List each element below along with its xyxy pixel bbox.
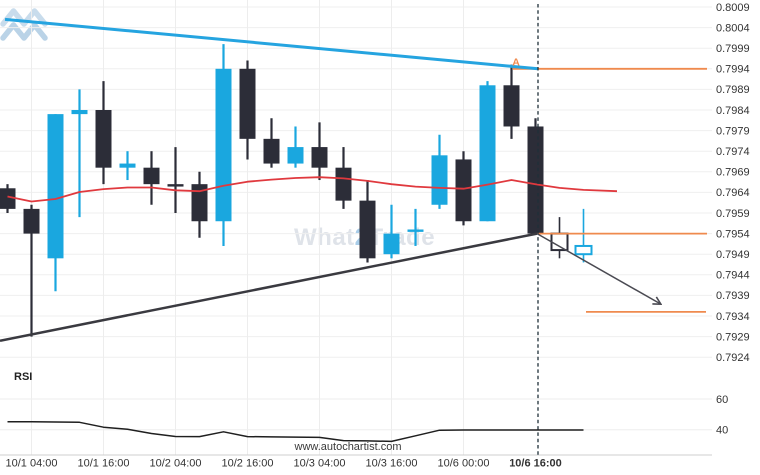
price-axis-label: 0.7999 <box>716 43 750 55</box>
candle-body <box>287 147 304 164</box>
candle-body <box>479 85 496 222</box>
price-axis-label: 0.7954 <box>716 228 750 240</box>
price-axis-label: 0.7959 <box>716 208 750 220</box>
candle-10-3-20-00 <box>407 208 424 246</box>
candle-body <box>191 184 208 222</box>
candle-10-2-20-00 <box>263 118 280 168</box>
candle-body <box>383 233 400 255</box>
candle-body <box>239 68 256 139</box>
candle-10-1-00-00 <box>0 184 16 213</box>
price-axis-label: 0.7974 <box>716 146 750 158</box>
candle-10-1-04-00 <box>23 204 40 337</box>
breakout-point-label: A <box>512 56 520 68</box>
candle-body <box>455 159 472 222</box>
candle-body <box>503 85 520 127</box>
candle-10-6-08-00 <box>479 81 496 222</box>
candle-body <box>527 126 544 234</box>
candle-10-1-08-00 <box>47 114 64 292</box>
price-axis-label: 0.7979 <box>716 125 750 137</box>
candle-10-2-08-00 <box>191 171 208 238</box>
axis-labels-layer: 0.8009 0.8004 0.7999 0.7994 0.7989 0.7984 0.79… <box>6 2 750 470</box>
candle-body <box>431 155 448 205</box>
rsi-axis-label: 40 <box>716 425 728 437</box>
price-axis-label: 0.7949 <box>716 249 750 261</box>
price-axis-label: 0.7989 <box>716 84 750 96</box>
candle-10-3-04-00 <box>311 122 328 181</box>
candle-body <box>71 110 88 115</box>
candle-body <box>23 208 40 234</box>
candle-10-2-12-00 <box>215 44 232 246</box>
candle-body <box>215 68 232 222</box>
candle-10-2-00-00 <box>143 151 160 205</box>
footer-url: www.autochartist.com <box>294 441 402 453</box>
candle-10-6-00-00 <box>431 134 448 209</box>
candle-body <box>574 244 593 256</box>
price-axis-label: 0.7969 <box>716 167 750 179</box>
candle-body <box>335 167 352 201</box>
price-axis-label: 0.8009 <box>716 2 750 14</box>
time-axis-label: 10/1 04:00 <box>6 458 58 470</box>
watermark-logo-icon <box>0 8 48 41</box>
candle-body <box>311 147 328 168</box>
candle-body <box>0 188 16 209</box>
rsi-layer <box>7 420 584 443</box>
moving-average-line <box>7 176 618 203</box>
watermark-text: Trade <box>368 224 436 251</box>
price-axis-label: 0.7984 <box>716 105 750 117</box>
time-axis-label: 10/2 16:00 <box>222 458 274 470</box>
price-axis-label: 0.7934 <box>716 311 750 323</box>
candle-10-6-16-00 <box>527 118 544 234</box>
candle-body <box>550 232 569 252</box>
candle-body <box>407 229 424 232</box>
time-axis-label: 10/3 04:00 <box>294 458 346 470</box>
candle-body <box>167 184 184 187</box>
candle-body <box>119 163 136 168</box>
candle-body <box>95 110 112 168</box>
candle-body <box>359 200 376 259</box>
watermark-text: What <box>294 224 355 251</box>
support-trendline <box>0 232 538 342</box>
candle-10-3-16-00 <box>383 204 400 259</box>
candle-10-2-16-00 <box>239 60 256 160</box>
time-axis-label: 10/2 04:00 <box>150 458 202 470</box>
time-axis-label: 10/1 16:00 <box>78 458 130 470</box>
candle-10-3-00-00 <box>287 126 304 168</box>
candle-10-1-20-00 <box>119 151 136 181</box>
price-axis-label: 0.8004 <box>716 22 750 34</box>
candle-body <box>47 114 64 259</box>
forecast-candle-10-6-20-00 <box>550 217 569 259</box>
forecast-arrow <box>536 232 660 304</box>
price-axis-label: 0.7929 <box>716 331 750 343</box>
price-axis-label: 0.7944 <box>716 270 750 282</box>
moving-average-layer <box>7 176 618 203</box>
price-axis-label: 0.7924 <box>716 352 750 364</box>
candle-10-1-16-00 <box>95 81 112 185</box>
candle-10-6-12-00 <box>503 64 520 139</box>
candle-10-2-04-00 <box>167 147 184 213</box>
price-axis-label: 0.7994 <box>716 64 750 76</box>
time-axis-label: 10/3 16:00 <box>366 458 418 470</box>
forecast-candle-10-7-00-00 <box>574 208 593 263</box>
rsi-panel-label: RSI <box>14 371 33 383</box>
time-axis-label: 10/6 00:00 <box>438 458 490 470</box>
candle-body <box>143 167 160 185</box>
candle-10-1-12-00 <box>71 89 88 218</box>
candle-body <box>263 138 280 164</box>
rsi-axis-label: 60 <box>716 394 728 406</box>
pattern-overlays-layer: A <box>0 4 707 455</box>
price-axis-label: 0.7964 <box>716 187 750 199</box>
price-axis-label: 0.7939 <box>716 290 750 302</box>
rsi-line <box>7 420 584 443</box>
candle-10-3-12-00 <box>359 180 376 263</box>
time-axis-label: 10/6 16:00 <box>509 458 562 470</box>
resistance-trendline <box>4 17 539 71</box>
